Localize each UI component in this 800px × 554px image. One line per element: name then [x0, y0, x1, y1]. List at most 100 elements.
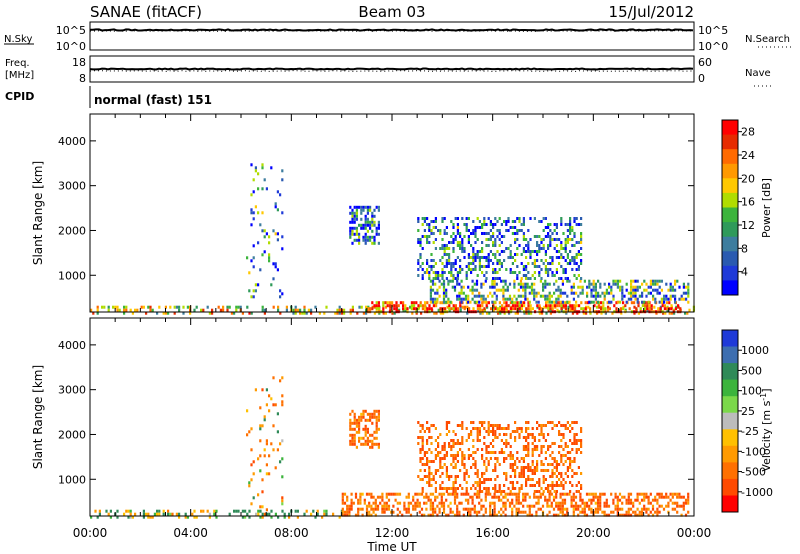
heatmap-cell	[461, 427, 464, 430]
heatmap-cell	[497, 495, 501, 499]
heatmap-cell	[522, 247, 525, 250]
heatmap-cell	[292, 311, 295, 315]
heatmap-cell	[484, 492, 487, 496]
heatmap-cell	[549, 304, 552, 308]
heatmap-cell	[167, 512, 170, 516]
heatmap-cell	[465, 265, 468, 268]
heatmap-cell	[680, 297, 683, 301]
velocity-frame	[89, 317, 695, 517]
colorbar-label: 4	[741, 266, 748, 279]
heatmap-cell	[279, 442, 282, 446]
heatmap-cell	[525, 244, 528, 247]
heatmap-cell	[432, 478, 435, 481]
heatmap-cell	[542, 424, 545, 427]
heatmap-cell	[254, 289, 257, 293]
heatmap-cell	[283, 515, 286, 519]
heatmap-cell	[494, 271, 497, 274]
heatmap-cell	[603, 294, 606, 298]
heatmap-cell	[572, 285, 575, 289]
heatmap-cell	[360, 415, 363, 419]
heatmap-cell	[454, 475, 457, 478]
heatmap-cell	[616, 495, 619, 499]
heatmap-cell	[442, 507, 446, 511]
heatmap-cell	[505, 475, 508, 478]
heatmap-cell	[531, 454, 534, 457]
heatmap-cell	[553, 274, 556, 277]
heatmap-cell	[254, 205, 257, 209]
heatmap-cell	[431, 282, 435, 286]
freq-label: Freq.	[5, 58, 30, 69]
heatmap-cell	[423, 451, 426, 454]
heatmap-cell	[551, 271, 554, 274]
heatmap-cell	[538, 250, 541, 253]
heatmap-cell	[429, 513, 432, 517]
heatmap-cell	[265, 388, 268, 392]
heatmap-cell	[592, 495, 595, 499]
heatmap-cell	[522, 495, 525, 499]
heatmap-cell	[607, 305, 610, 309]
heatmap-cell	[660, 297, 663, 301]
heatmap-cell	[627, 507, 630, 511]
heatmap-cell	[460, 300, 463, 304]
heatmap-cell	[475, 288, 479, 292]
heatmap-cell	[496, 457, 499, 460]
heatmap-cell	[434, 297, 437, 301]
heatmap-cell	[527, 241, 530, 244]
heatmap-cell	[688, 308, 691, 312]
heatmap-cell	[524, 498, 527, 502]
heatmap-cell	[543, 305, 546, 309]
heatmap-cell	[551, 259, 554, 262]
heatmap-cell	[580, 445, 583, 448]
heatmap-cell	[472, 463, 475, 466]
heatmap-cell	[491, 294, 494, 298]
heatmap-cell	[531, 274, 534, 277]
heatmap-cell	[485, 457, 488, 460]
heatmap-cell	[527, 451, 530, 454]
heatmap-cell	[558, 433, 561, 436]
heatmap-cell	[351, 214, 354, 218]
heatmap-cell	[514, 271, 517, 274]
heatmap-cell	[407, 501, 410, 505]
heatmap-cell	[513, 294, 516, 298]
heatmap-cell	[485, 451, 488, 454]
heatmap-cell	[421, 463, 424, 466]
heatmap-cell	[478, 439, 481, 442]
heatmap-cell	[452, 460, 455, 463]
heatmap-cell	[254, 166, 257, 170]
heatmap-cell	[549, 490, 552, 493]
heatmap-cell	[531, 442, 534, 445]
heatmap-cell	[511, 226, 514, 229]
heatmap-cell	[261, 187, 264, 191]
heatmap-cell	[467, 498, 470, 502]
heatmap-cell	[503, 250, 506, 253]
heatmap-cell	[453, 495, 457, 499]
heatmap-cell	[116, 305, 119, 309]
heatmap-cell	[527, 304, 530, 308]
heatmap-cell	[149, 515, 152, 519]
heatmap-cell	[687, 300, 690, 304]
heatmap-cell	[343, 311, 346, 315]
heatmap-cell	[616, 510, 619, 514]
heatmap-cell	[454, 235, 457, 238]
heatmap-cell	[660, 300, 663, 304]
heatmap-cell	[643, 300, 646, 304]
heatmap-cell	[414, 504, 417, 508]
heatmap-cell	[419, 469, 422, 472]
heatmap-cell	[272, 305, 275, 309]
heatmap-cell	[575, 484, 578, 487]
heatmap-cell	[621, 501, 624, 505]
heatmap-cell	[476, 238, 479, 241]
heatmap-cell	[158, 305, 161, 309]
x-tick-label: 12:00	[375, 526, 410, 540]
heatmap-cell	[476, 436, 479, 439]
heatmap-cell	[472, 259, 475, 262]
heatmap-cell	[503, 484, 506, 487]
heatmap-cell	[540, 460, 543, 463]
heatmap-cell	[281, 235, 284, 239]
heatmap-cell	[472, 427, 475, 430]
heatmap-cell	[581, 510, 584, 514]
heatmap-cell	[572, 504, 575, 508]
heatmap-cell	[377, 412, 380, 416]
heatmap-cell	[505, 223, 508, 226]
